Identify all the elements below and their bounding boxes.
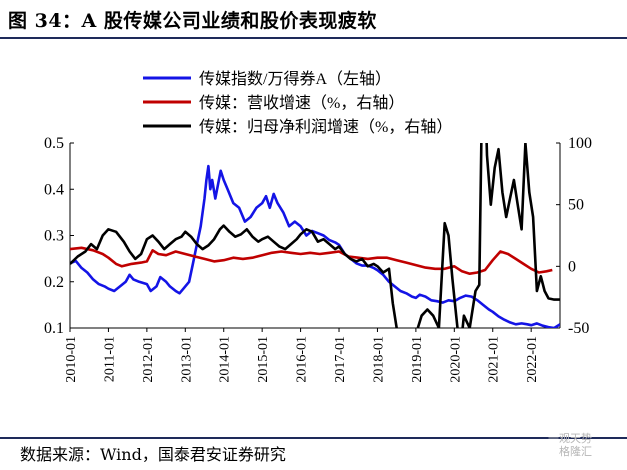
page-title: 图 34：A 股传媒公司业绩和股价表现疲软: [8, 10, 377, 32]
source-note: 数据来源：Wind，国泰君安证券研究: [20, 445, 286, 464]
legend-label-3: 传媒：归母净利润增速（%，右轴）: [199, 118, 452, 136]
x-tick-label: 2020-01: [448, 336, 463, 383]
y-left-tick-label: 0.5: [44, 135, 64, 152]
footer-rule: [0, 437, 627, 439]
series-line-2: [70, 246, 553, 275]
series-line-3: [70, 143, 560, 328]
y-left-tick-label: 0.3: [44, 228, 64, 245]
y-left-tick-label: 0.2: [44, 274, 64, 291]
y-right-tick-label: 100: [568, 135, 592, 152]
watermark: 一观天势 格隆汇: [548, 432, 592, 458]
watermark-line-2: 格隆汇: [559, 445, 592, 458]
watermark-line-1: 一观天势: [548, 432, 592, 445]
x-tick-label: 2017-01: [333, 336, 348, 383]
chart: 0.1 0.2 0.3 0.4 0.5 -50 0 50 100 2010-01 2011-01 20…: [44, 70, 592, 383]
x-tick-label: 2018-01: [371, 336, 386, 383]
y-left-tick-label: 0.1: [44, 320, 64, 337]
legend-label-1: 传媒指数/万得券A（左轴）: [199, 70, 391, 88]
y-right-tick-label: -50: [568, 320, 589, 337]
x-tick-label: 2021-01: [487, 336, 502, 383]
x-tick-label: 2019-01: [410, 336, 425, 383]
y-right-tick-label: 0: [568, 258, 576, 275]
x-tick-label: 2012-01: [141, 336, 156, 383]
title-rule: [0, 37, 627, 39]
x-tick-label: 2010-01: [64, 336, 79, 383]
x-tick-label: 2022-01: [525, 336, 540, 383]
x-tick-label: 2013-01: [179, 336, 194, 383]
y-left-tick-label: 0.4: [44, 181, 64, 198]
x-tick-label: 2014-01: [218, 336, 233, 383]
x-tick-label: 2016-01: [295, 336, 310, 383]
x-tick-label: 2015-01: [256, 336, 271, 383]
y-right-tick-label: 50: [568, 197, 584, 214]
legend-label-2: 传媒：营收增速（%，右轴）: [199, 94, 404, 112]
x-tick-label: 2011-01: [102, 336, 117, 382]
series-line-1: [70, 164, 560, 328]
